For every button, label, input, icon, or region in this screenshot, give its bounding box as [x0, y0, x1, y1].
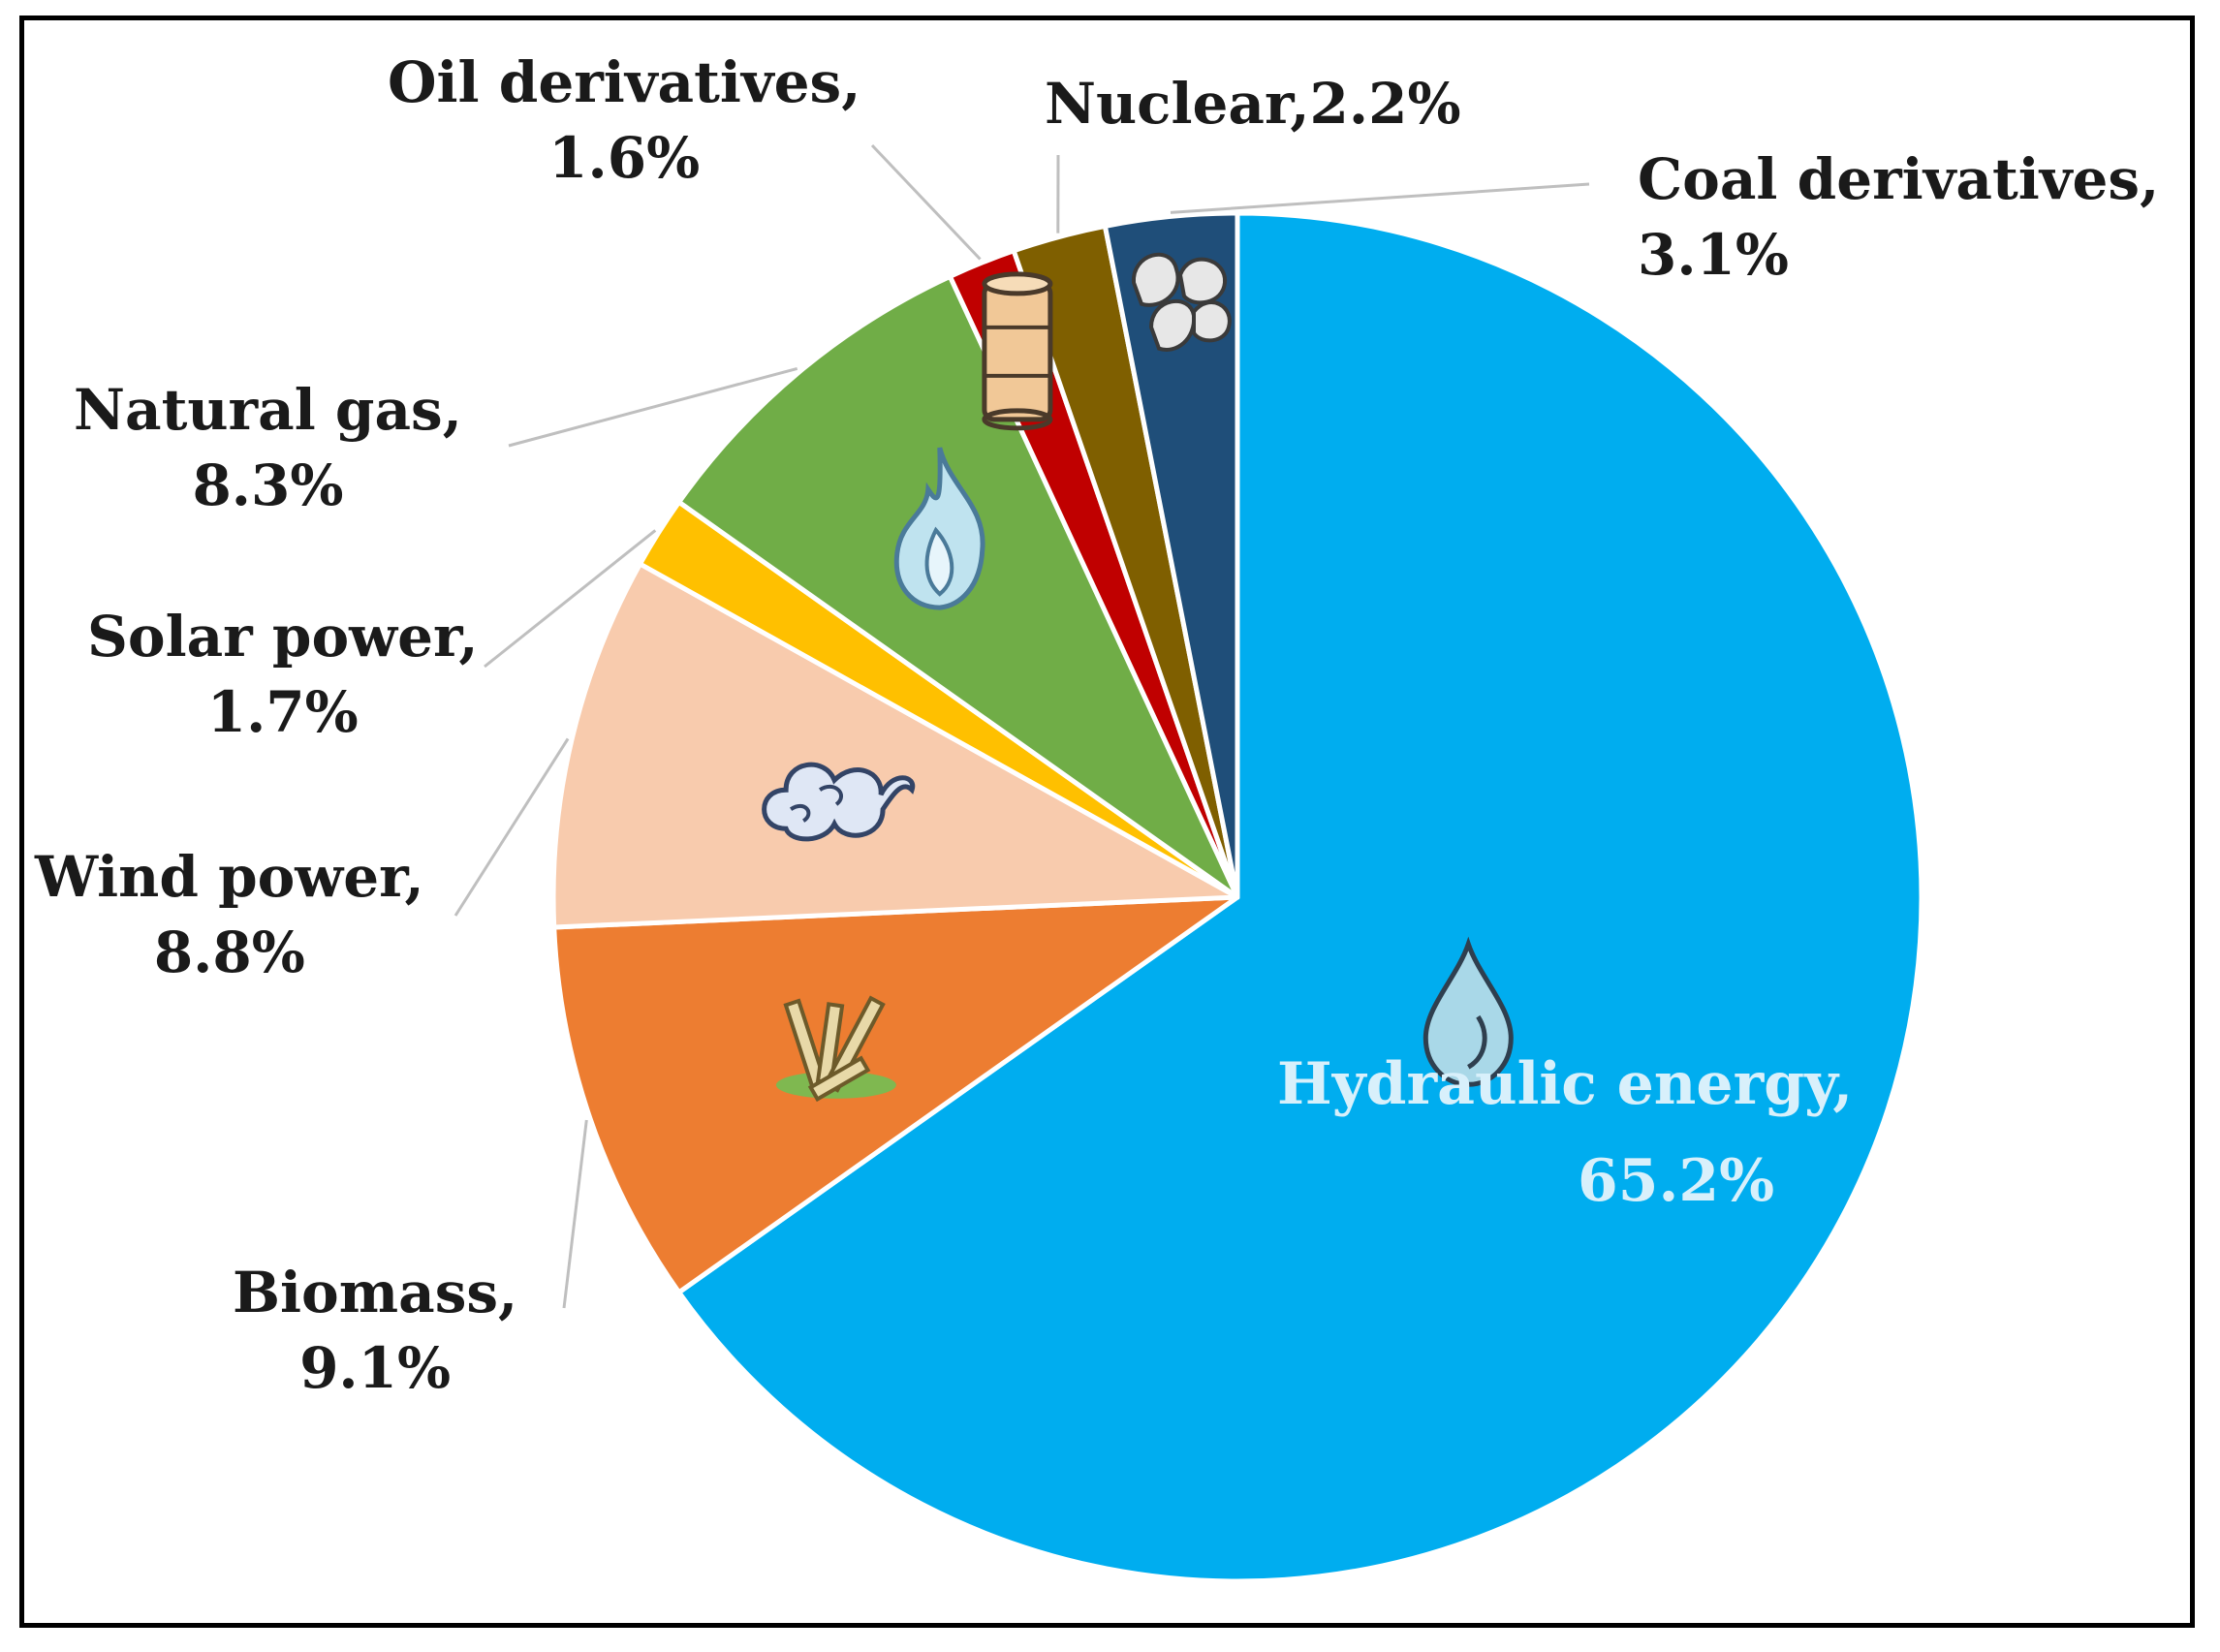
label-coal-derivatives: Coal derivatives, 3.1% — [1638, 141, 2159, 293]
label-hydraulic-energy: Hydraulic energy, 65.2% — [1277, 1046, 1853, 1219]
label-oil-derivatives: Oil derivatives, 1.6% — [388, 45, 860, 196]
label-solar-power: Solar power, 1.7% — [87, 599, 479, 750]
slice-value-natural-gas: 8.3% — [192, 452, 344, 518]
slice-value-coal-derivatives: 3.1% — [1638, 222, 1790, 288]
label-wind-power: Wind power, 8.8% — [35, 839, 424, 990]
sugarcane-icon — [775, 995, 896, 1103]
slice-label-natural-gas: Natural gas, — [74, 377, 462, 443]
water-drop-icon — [1423, 936, 1514, 1087]
leader-line-solar-power — [484, 529, 657, 669]
leader-line-oil-derivatives — [870, 143, 982, 261]
slice-value-nuclear: 2.2% — [1309, 71, 1461, 137]
pie-slice-biomass — [551, 894, 1240, 1295]
pie-slice-coal-derivatives — [1102, 210, 1240, 900]
label-natural-gas: Natural gas, 8.3% — [74, 372, 462, 523]
pie-slice-hydraulic-energy — [676, 210, 1924, 1584]
slice-label-oil-derivatives: Oil derivatives, — [388, 49, 861, 115]
slice-label-biomass: Biomass, — [233, 1260, 518, 1325]
slice-value-hydraulic-energy: 65.2% — [1578, 1147, 1775, 1215]
leader-line-natural-gas — [508, 366, 798, 448]
oil-barrel-icon — [982, 271, 1053, 431]
leader-line-wind-power — [453, 737, 570, 917]
slice-label-coal-derivatives: Coal derivatives, — [1638, 146, 2160, 212]
slice-label-wind-power: Wind power, — [35, 844, 424, 910]
pie-slice-wind-power — [550, 561, 1240, 930]
leader-line-coal-derivatives — [1170, 182, 1590, 214]
leader-line-biomass — [562, 1119, 588, 1309]
slice-value-biomass: 9.1% — [299, 1335, 452, 1401]
wind-icon — [762, 762, 916, 842]
slice-value-wind-power: 8.8% — [153, 920, 305, 985]
slice-label-hydraulic-energy: Hydraulic energy, — [1277, 1050, 1854, 1118]
flame-icon — [893, 447, 985, 610]
label-biomass: Biomass, 9.1% — [233, 1255, 517, 1406]
slice-label-nuclear: Nuclear, — [1045, 71, 1310, 137]
slice-value-oil-derivatives: 1.6% — [548, 125, 701, 191]
slice-label-solar-power: Solar power, — [87, 604, 479, 670]
slice-value-solar-power: 1.7% — [206, 679, 359, 745]
coal-icon — [1131, 252, 1232, 352]
label-nuclear: Nuclear,2.2% — [1045, 66, 1461, 141]
